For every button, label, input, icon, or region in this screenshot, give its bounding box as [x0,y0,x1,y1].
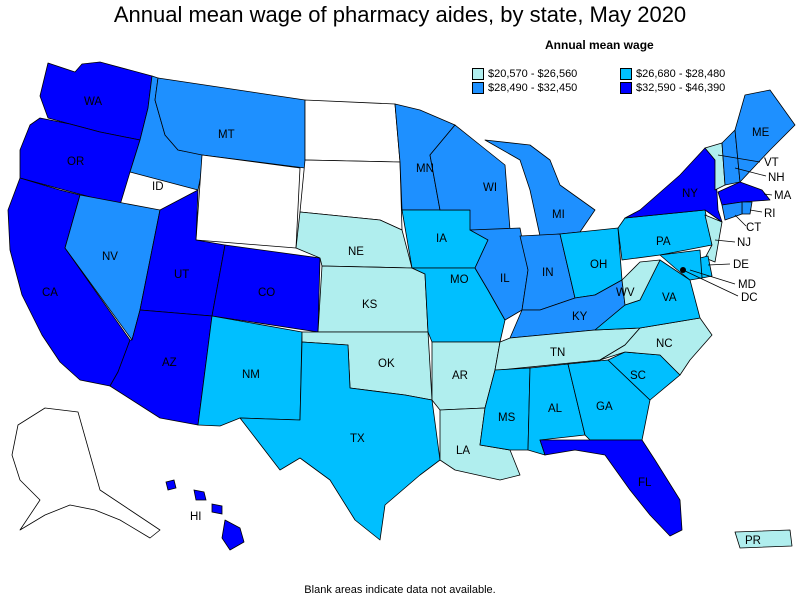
label-ar: AR [452,370,468,382]
label-wi: WI [483,182,497,194]
label-ga: GA [596,401,613,413]
legend-title: Annual mean wage [545,38,654,52]
state-md [659,249,703,281]
state-vt [704,142,726,191]
leader-nh [734,167,767,177]
label-de: DE [733,259,749,271]
label-vt: VT [764,157,779,169]
map-title: Annual mean wage of pharmacy aides, by s… [113,2,687,27]
label-ut: UT [174,269,189,281]
leader-vt [717,154,761,163]
label-or: OR [67,156,84,168]
state-pr [734,529,793,549]
legend-label: $20,570 - $26,560 [488,68,578,80]
state-ri [741,201,753,215]
state-mi [484,139,596,237]
label-mo: MO [450,274,469,286]
label-nj: NJ [737,237,751,249]
label-co: CO [258,287,275,299]
leader-ma [763,193,773,196]
label-ks: KS [362,299,378,311]
label-il: IL [500,273,510,285]
label-ky: KY [572,311,588,323]
state-ct [721,201,743,221]
state-tx [239,341,441,541]
legend-item: $28,490 - $32,450 [472,82,577,94]
label-ct: CT [746,222,761,234]
label-wa: WA [84,96,102,108]
hi-island-maui [211,503,223,515]
legend-item: $32,590 - $46,390 [620,82,725,94]
label-nh: NH [768,172,785,184]
state-ny [624,147,723,223]
label-tx: TX [350,433,365,445]
label-mi: MI [552,209,565,221]
label-fl: FL [638,477,652,489]
state-fl [539,439,683,537]
label-ia: IA [436,233,447,245]
leader-ct [734,214,747,227]
state-nd [304,99,401,163]
label-nv: NV [102,251,118,263]
state-ma [717,181,771,206]
legend-swatch [472,82,484,94]
legend-label: $32,590 - $46,390 [636,82,726,94]
label-tn: TN [550,347,565,359]
label-wv: WV [616,287,635,299]
legend-label: $28,490 - $32,450 [488,82,578,94]
leader-md [689,269,736,285]
legend-label: $26,680 - $28,480 [636,68,726,80]
label-id: ID [152,181,164,193]
state-nc [599,317,713,376]
state-ak [11,407,161,539]
label-ne: NE [348,246,364,258]
label-ny: NY [682,188,698,200]
label-pa: PA [656,236,671,248]
label-mn: MN [416,163,434,175]
leader-dc [682,269,739,297]
label-mt: MT [218,129,235,141]
dc-marker [680,267,686,273]
leader-nj [714,239,736,243]
label-ok: OK [378,358,395,370]
leader-de [707,263,731,266]
label-ms: MS [498,412,516,424]
label-dc: DC [741,292,758,304]
state-wv [621,259,661,306]
state-wy [195,154,301,249]
footnote: Blank areas indicate data not available. [304,584,496,596]
hi-island-kauai [165,479,177,491]
legend-swatch [620,82,632,94]
label-ca: CA [42,287,58,299]
legend-swatch [620,68,632,80]
leader-ri [749,209,763,213]
label-ma: MA [774,190,792,202]
state-hi [221,519,245,551]
label-md: MD [738,279,756,291]
label-az: AZ [162,357,177,369]
label-ri: RI [764,208,776,220]
label-oh: OH [590,259,607,271]
label-nm: NM [242,369,260,381]
state-nj [704,214,723,263]
legend-item: $26,680 - $28,480 [620,68,725,80]
label-la: LA [456,445,470,457]
label-va: VA [662,292,677,304]
label-hi: HI [190,511,202,523]
label-sc: SC [630,370,646,382]
legend-item: $20,570 - $26,560 [472,68,577,80]
label-nc: NC [656,338,673,350]
legend-swatch [472,68,484,80]
label-me: ME [752,127,770,139]
label-pr: PR [745,535,761,547]
hi-island-oahu [193,489,207,501]
label-al: AL [548,403,563,415]
label-in: IN [542,267,554,279]
state-or [19,117,141,206]
